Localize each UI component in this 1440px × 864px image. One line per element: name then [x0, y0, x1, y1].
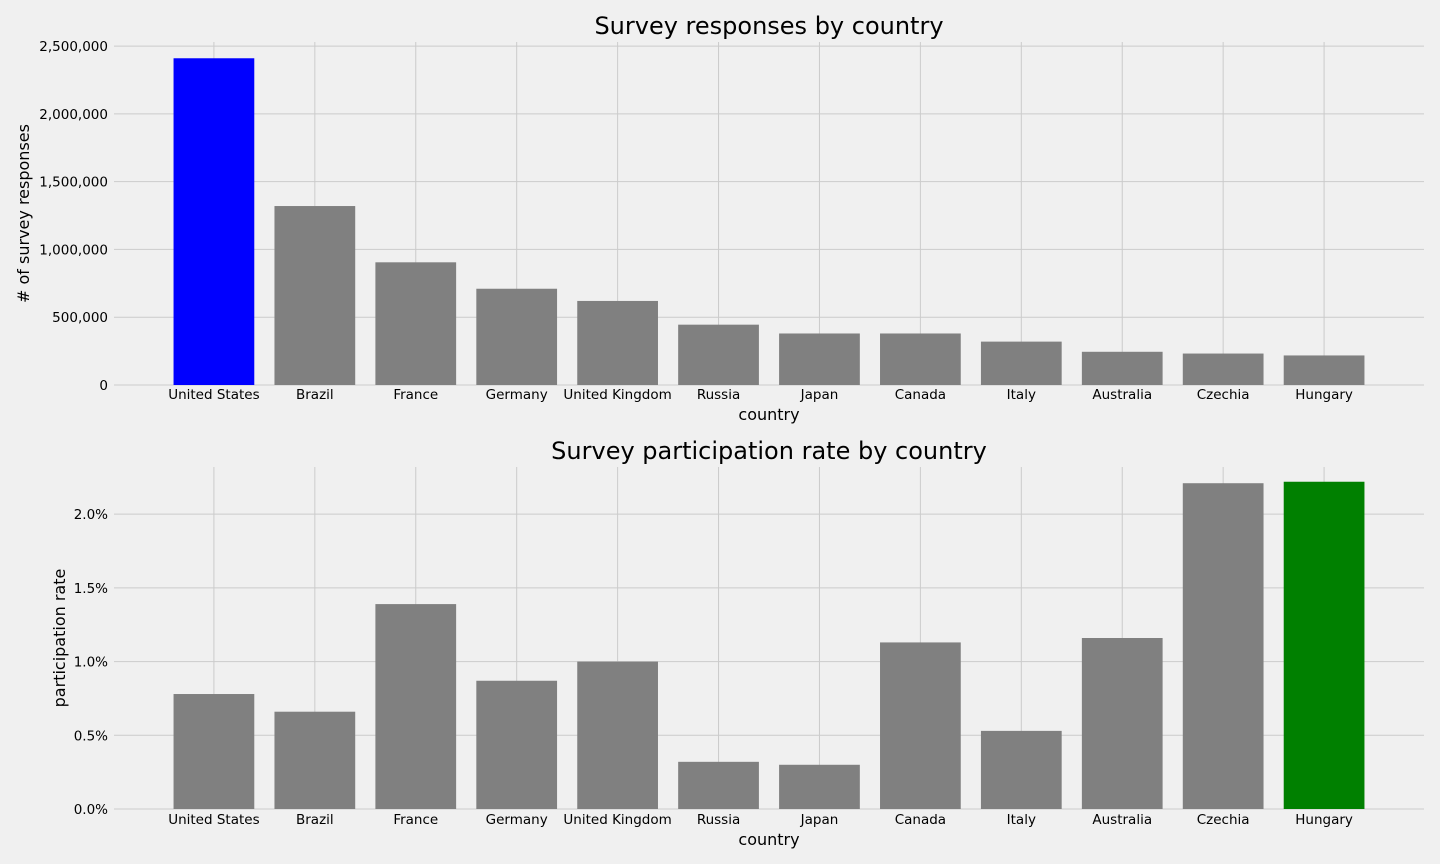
x-tick-label: United Kingdom	[563, 387, 671, 403]
x-tick-label: Germany	[486, 387, 548, 403]
bar-united-states	[173, 694, 255, 809]
chart-title: Survey responses by country	[594, 12, 943, 40]
x-tick-label: Australia	[1092, 387, 1152, 403]
x-tick-label: Canada	[895, 812, 946, 828]
x-tick-label: Czechia	[1197, 812, 1250, 828]
x-tick-label: Italy	[1007, 812, 1036, 828]
bar-germany	[476, 680, 558, 809]
chart-title: Survey participation rate by country	[551, 437, 987, 465]
y-tick-label: 1.5%	[74, 581, 108, 597]
bar-brazil	[274, 711, 356, 809]
x-tick-label: Czechia	[1197, 387, 1250, 403]
x-tick-label: United States	[168, 812, 259, 828]
bar-czechia	[1182, 483, 1264, 809]
y-tick-label: 1.0%	[74, 655, 108, 671]
y-tick-label: 0.5%	[74, 728, 108, 744]
bar-germany	[476, 288, 558, 385]
bar-united-states	[173, 58, 255, 386]
y-tick-label: 1,500,000	[39, 175, 108, 191]
y-axis-label: participation rate	[50, 569, 69, 708]
bar-canada	[880, 642, 961, 809]
x-tick-label: Brazil	[296, 387, 334, 403]
x-tick-label: Brazil	[296, 812, 334, 828]
y-tick-label: 2,000,000	[39, 107, 108, 123]
participation-rate-chart: 0.0% 0.5% 1.0% 1.5% 2.0% United States Brazil F…	[50, 437, 1424, 849]
x-tick-label: Russia	[697, 812, 740, 828]
x-tick-label: Russia	[697, 387, 740, 403]
x-axis-label: country	[738, 405, 799, 424]
x-tick-label: France	[393, 812, 438, 828]
x-tick-label: Germany	[486, 812, 548, 828]
bar-japan	[779, 333, 860, 385]
bar-hungary	[1283, 355, 1365, 385]
y-tick-label: 2,500,000	[39, 39, 108, 55]
bar-united-kingdom	[577, 661, 658, 809]
x-tick-label: Hungary	[1295, 812, 1353, 828]
bar-france	[375, 262, 457, 385]
x-tick-label: France	[393, 387, 438, 403]
x-tick-label: Hungary	[1295, 387, 1353, 403]
y-axis-label: # of survey responses	[14, 124, 33, 303]
y-tick-label: 1,000,000	[39, 242, 108, 258]
bar-canada	[880, 333, 961, 385]
bar-australia	[1081, 351, 1163, 385]
responses-chart: 0 500,000 1,000,000 1,500,000 2,000,000 2,500…	[14, 12, 1424, 424]
bar-czechia	[1182, 353, 1264, 385]
x-tick-label: United Kingdom	[563, 812, 671, 828]
bar-italy	[980, 341, 1062, 385]
bar-australia	[1081, 638, 1163, 809]
x-tick-label: United States	[168, 387, 259, 403]
bar-hungary	[1283, 481, 1365, 809]
y-tick-label: 0.0%	[74, 802, 108, 818]
bar-russia	[678, 324, 759, 385]
x-tick-label: Japan	[800, 387, 839, 403]
bar-united-kingdom	[577, 300, 658, 385]
y-tick-label: 2.0%	[74, 507, 108, 523]
x-tick-label: Italy	[1007, 387, 1036, 403]
bar-brazil	[274, 206, 356, 385]
x-tick-label: Canada	[895, 387, 946, 403]
bar-france	[375, 604, 457, 809]
y-tick-label: 0	[99, 378, 108, 394]
bar-russia	[678, 761, 759, 809]
bar-japan	[779, 764, 860, 809]
x-axis-label: country	[738, 830, 799, 849]
bar-italy	[980, 730, 1062, 809]
x-tick-label: Australia	[1092, 812, 1152, 828]
y-tick-label: 500,000	[52, 310, 108, 326]
x-tick-label: Japan	[800, 812, 839, 828]
